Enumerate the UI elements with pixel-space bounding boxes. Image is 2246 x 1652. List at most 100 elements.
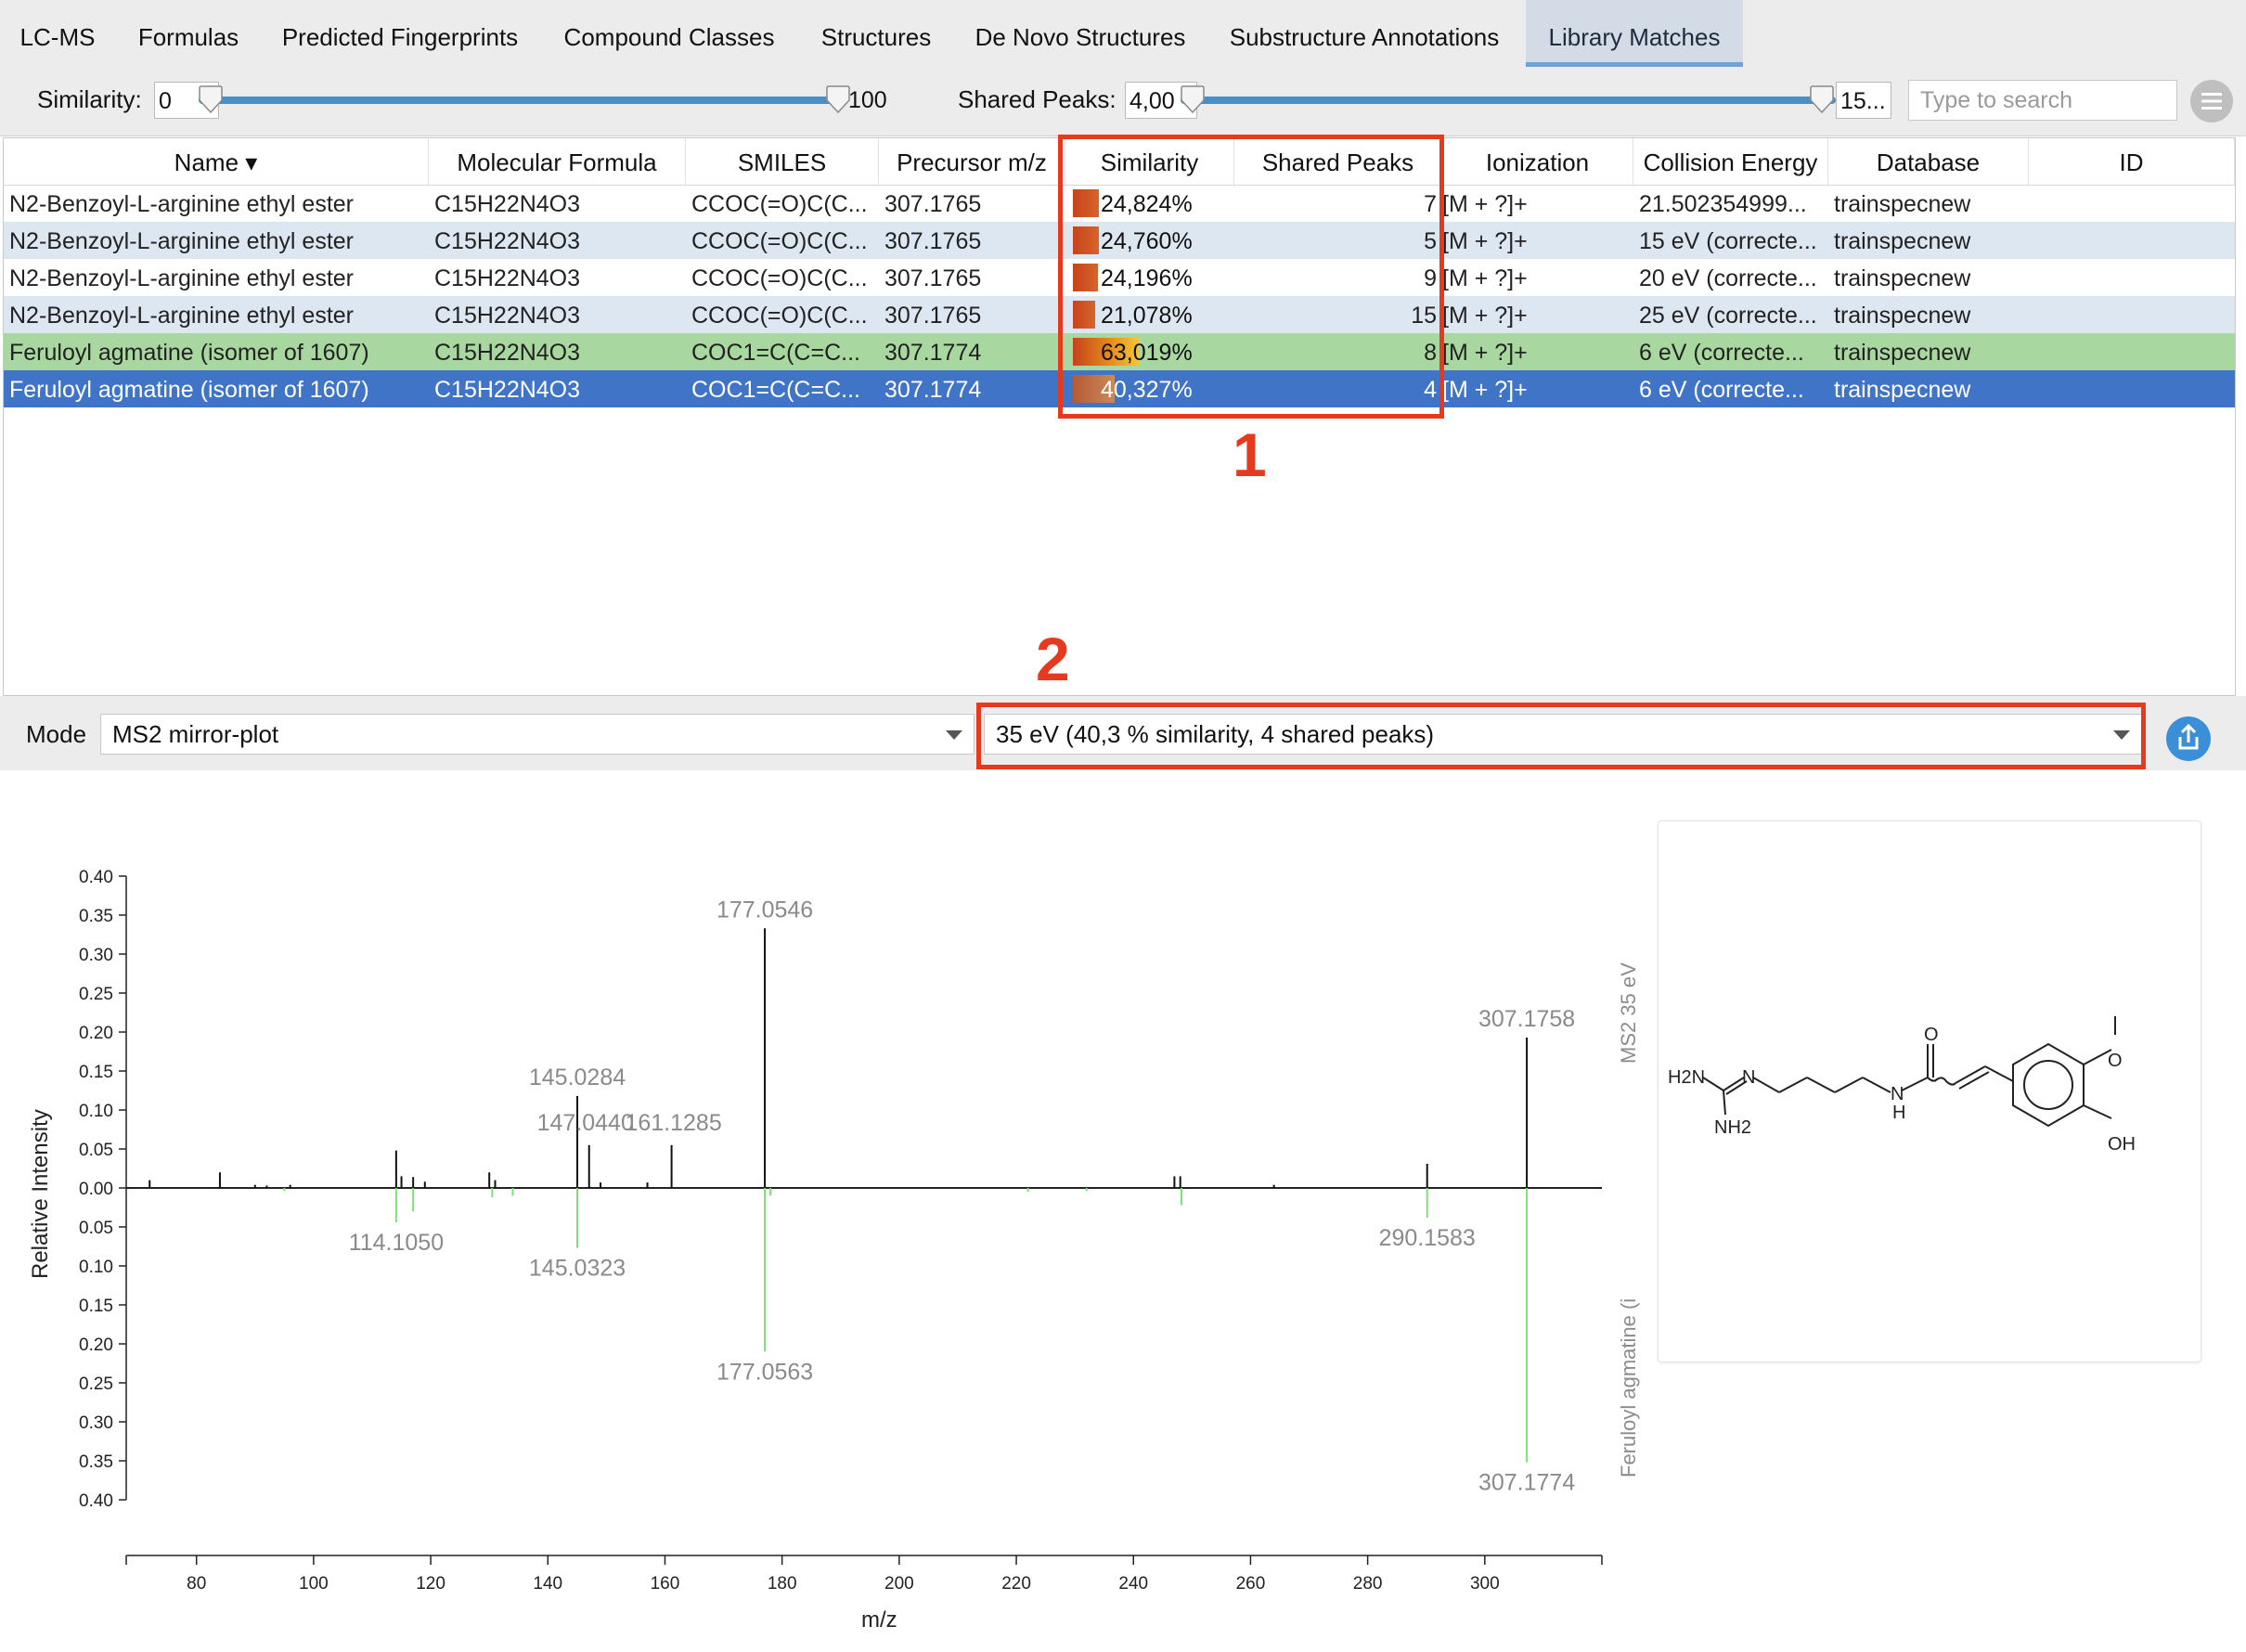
tab-compound-classes[interactable]: Compound Classes (563, 23, 775, 51)
cell-shared-peaks: 5 (1424, 228, 1437, 254)
cell-molecular-formula: C15H22N4O3 (434, 303, 581, 329)
table-row[interactable]: Feruloyl agmatine (isomer of 1607) C15H22… (4, 370, 2235, 407)
tab-library-matches[interactable]: Library Matches (1526, 0, 1743, 67)
cell-collision-energy: 6 eV (correcte... (1639, 377, 1804, 403)
cell-smiles: CCOC(=O)C(C... (691, 228, 868, 254)
cell-shared-peaks: 15 (1411, 303, 1437, 329)
table-row[interactable]: N2-Benzoyl-L-arginine ethyl ester C15H22N… (4, 259, 2235, 296)
col-header-similarity[interactable]: Similarity (1065, 138, 1234, 185)
cell-database: trainspecnew (1834, 191, 1971, 217)
table-row[interactable]: N2-Benzoyl-L-arginine ethyl ester C15H22N… (4, 296, 2235, 333)
col-header-collision-energy[interactable]: Collision Energy (1633, 138, 1828, 185)
similarity-slider-max-thumb[interactable] (826, 85, 850, 113)
cell-precursor-mz: 307.1774 (884, 340, 982, 366)
tab-formulas[interactable]: Formulas (137, 23, 239, 51)
cell-name: N2-Benzoyl-L-arginine ethyl ester (9, 303, 355, 329)
tab-predicted-fingerprints[interactable]: Predicted Fingerprints (281, 23, 519, 51)
export-button[interactable] (2166, 716, 2211, 761)
col-header-name[interactable]: Name ▾ (4, 138, 429, 185)
peak-label: 290.1583 (1379, 1225, 1476, 1251)
col-header-smiles[interactable]: SMILES (686, 138, 879, 185)
col-header-ionization[interactable]: Ionization (1442, 138, 1633, 185)
cell-ionization: [M + ?]+ (1442, 377, 1528, 403)
similarity-max-field[interactable]: 100 (848, 87, 887, 113)
y-tick-label: 0.20 (79, 1336, 113, 1355)
similarity-bar (1073, 226, 1099, 254)
y-axis-label: Relative Intensity (28, 1109, 53, 1279)
cell-ionization: [M + ?]+ (1442, 191, 1528, 217)
mode-label: Mode (26, 720, 87, 748)
similarity-range-slider[interactable] (199, 82, 850, 119)
peak-label: 114.1050 (349, 1230, 444, 1256)
chevron-down-icon (946, 730, 962, 740)
cell-database: trainspecnew (1834, 303, 1971, 329)
table-row[interactable]: N2-Benzoyl-L-arginine ethyl ester C15H22N… (4, 185, 2235, 222)
y-tick-label: 0.35 (79, 1452, 113, 1472)
atom-label: H2N (1668, 1067, 1705, 1088)
table-row[interactable]: N2-Benzoyl-L-arginine ethyl ester C15H22N… (4, 222, 2235, 259)
similarity-filter-label: Similarity: (37, 85, 142, 113)
table-header: Name ▾ Molecular Formula SMILES Precurso… (4, 138, 2235, 186)
cell-molecular-formula: C15H22N4O3 (434, 191, 581, 217)
cell-precursor-mz: 307.1765 (884, 191, 982, 217)
x-tick-label: 280 (1353, 1574, 1383, 1594)
search-input[interactable]: Type to search (1908, 80, 2177, 121)
cell-similarity: 63,019% (1065, 333, 1234, 370)
cell-similarity: 24,824% (1065, 185, 1234, 222)
cell-similarity: 40,327% (1065, 370, 1234, 407)
shared-peaks-max-field[interactable]: 15... (1836, 82, 1891, 119)
cell-database: trainspecnew (1834, 228, 1971, 254)
peak-label: 307.1774 (1478, 1470, 1575, 1496)
x-tick-label: 300 (1470, 1574, 1500, 1594)
peak-label: 145.0284 (529, 1065, 626, 1091)
cell-name: N2-Benzoyl-L-arginine ethyl ester (9, 265, 355, 291)
spectrum-select[interactable]: 35 eV (40,3 % similarity, 4 shared peaks… (984, 714, 2142, 755)
shared-peaks-slider-max-thumb[interactable] (1810, 85, 1834, 113)
x-tick-label: 260 (1236, 1574, 1266, 1594)
chevron-down-icon (2113, 730, 2130, 740)
peak-label: 177.0563 (716, 1359, 813, 1385)
tab-lc-ms[interactable]: LC-MS (19, 23, 96, 51)
mode-select-value: MS2 mirror-plot (112, 720, 279, 748)
similarity-slider-min-thumb[interactable] (199, 85, 223, 113)
x-tick-label: 220 (1001, 1574, 1031, 1594)
filter-menu-button[interactable] (2190, 80, 2233, 123)
y-tick-label: 0.40 (79, 1491, 113, 1511)
y-tick-label: 0.35 (79, 907, 113, 926)
cell-ionization: [M + ?]+ (1442, 340, 1528, 366)
similarity-value: 24,760% (1101, 228, 1193, 254)
shared-peaks-range-slider[interactable] (1181, 82, 1836, 119)
tab-structures[interactable]: Structures (820, 23, 932, 51)
cell-ionization: [M + ?]+ (1442, 265, 1528, 291)
tab-substructure-annotations[interactable]: Substructure Annotations (1229, 23, 1500, 51)
col-header-id[interactable]: ID (2029, 138, 2235, 185)
y-tick-label: 0.10 (79, 1258, 113, 1277)
similarity-value: 24,824% (1101, 191, 1193, 217)
tab-de-novo-structures[interactable]: De Novo Structures (975, 23, 1186, 51)
col-header-database[interactable]: Database (1828, 138, 2029, 185)
share-export-icon (2178, 723, 2199, 750)
y-tick-label: 0.15 (79, 1297, 113, 1316)
cell-molecular-formula: C15H22N4O3 (434, 228, 581, 254)
mode-select[interactable]: MS2 mirror-plot (100, 714, 975, 755)
shared-peaks-slider-min-thumb[interactable] (1181, 85, 1205, 113)
col-header-precursor-mz[interactable]: Precursor m/z (879, 138, 1065, 185)
annotation-label-2: 2 (1036, 625, 1070, 693)
annotation-box-1 (1058, 135, 1444, 419)
col-header-molecular-formula[interactable]: Molecular Formula (429, 138, 686, 185)
peak-label: 161.1285 (625, 1110, 721, 1136)
similarity-value: 63,019% (1101, 340, 1193, 366)
cell-smiles: CCOC(=O)C(C... (691, 303, 868, 329)
cell-precursor-mz: 307.1765 (884, 303, 982, 329)
x-tick-label: 160 (651, 1574, 680, 1594)
similarity-value: 24,196% (1101, 265, 1193, 291)
cell-collision-energy: 20 eV (correcte... (1639, 265, 1817, 291)
cell-smiles: CCOC(=O)C(C... (691, 191, 868, 217)
cell-collision-energy: 15 eV (correcte... (1639, 228, 1817, 254)
cell-shared-peaks: 8 (1424, 340, 1437, 366)
cell-similarity: 21,078% (1065, 296, 1234, 333)
query-spectrum-label: MS2 35 eV (1617, 962, 1640, 1064)
x-tick-label: 80 (187, 1574, 206, 1594)
table-row[interactable]: Feruloyl agmatine (isomer of 1607) C15H22… (4, 333, 2235, 370)
